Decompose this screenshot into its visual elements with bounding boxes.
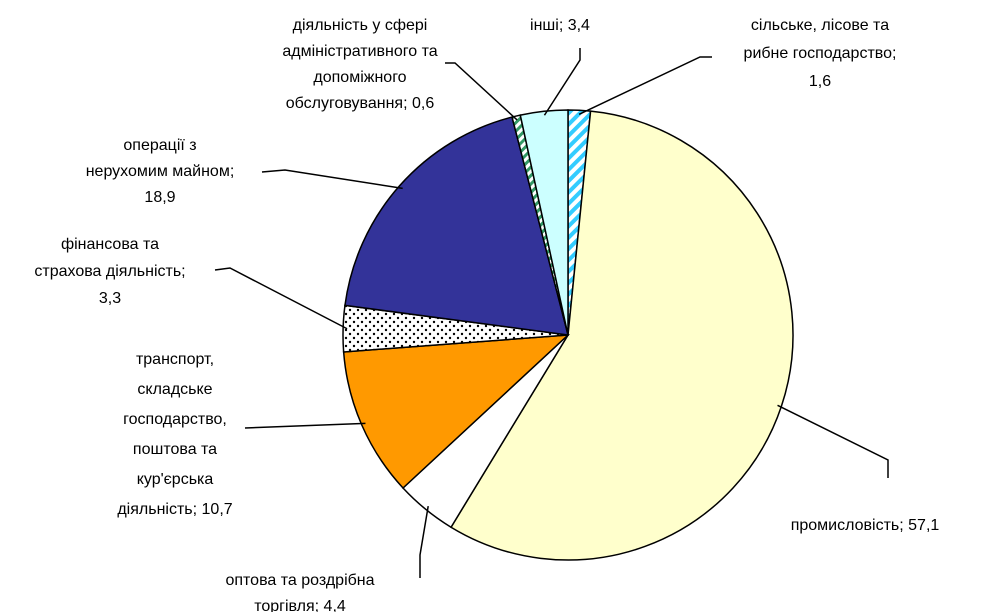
data-label: страхова діяльність; bbox=[34, 263, 185, 280]
data-label: 1,6 bbox=[809, 73, 831, 90]
data-label: фінансова та bbox=[61, 236, 159, 253]
pie-slice bbox=[519, 109, 569, 336]
data-label: рибне господарство; bbox=[744, 45, 897, 62]
data-label: кур'єрська bbox=[137, 471, 214, 488]
leader-line bbox=[244, 422, 366, 429]
data-label: торгівля; 4,4 bbox=[254, 598, 346, 612]
leader-line bbox=[543, 48, 581, 116]
data-label: 18,9 bbox=[144, 189, 175, 206]
data-label: господарство, bbox=[123, 411, 227, 428]
data-label: складське bbox=[137, 381, 212, 398]
leader-line bbox=[214, 267, 348, 330]
data-label: 3,3 bbox=[99, 290, 121, 307]
data-label: адміністративного та bbox=[282, 43, 437, 60]
pie-slice bbox=[344, 116, 570, 336]
data-label: інші; 3,4 bbox=[530, 17, 590, 34]
leader-line bbox=[578, 56, 712, 115]
data-label: обслуговування; 0,6 bbox=[286, 95, 435, 112]
data-label: оптова та роздрібна bbox=[225, 572, 374, 589]
data-label: діяльність; 10,7 bbox=[117, 501, 232, 518]
data-label: операції з bbox=[123, 137, 196, 154]
data-label: транспорт, bbox=[136, 351, 214, 368]
data-label: допоміжного bbox=[313, 69, 406, 86]
data-label: промисловість; 57,1 bbox=[791, 517, 940, 534]
pie-slice bbox=[342, 334, 571, 490]
data-label: сільське, лісове та bbox=[751, 17, 889, 34]
data-label: поштова та bbox=[133, 441, 217, 458]
leader-line bbox=[777, 404, 889, 478]
leader-line bbox=[261, 169, 403, 190]
leader-line bbox=[445, 62, 518, 121]
data-label: діяльність у сфері bbox=[293, 17, 428, 34]
leader-line bbox=[419, 506, 429, 578]
data-label: нерухомим майном; bbox=[86, 163, 235, 180]
